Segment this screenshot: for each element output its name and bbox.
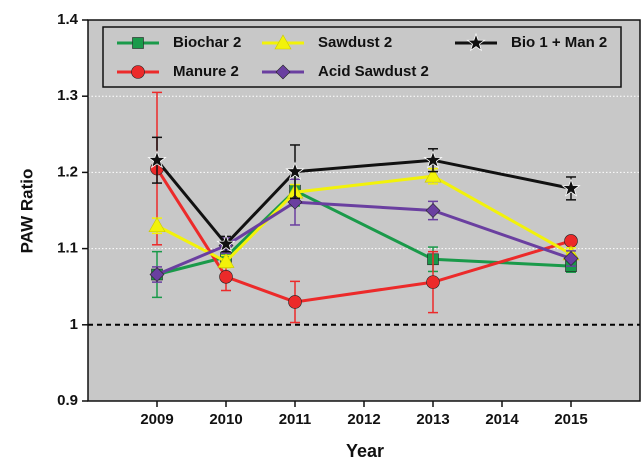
marker [426,275,440,289]
y-tick-label: 0.9 [57,392,78,409]
x-tick-label: 2010 [209,411,242,428]
marker [423,149,443,169]
x-tick-label: 2015 [554,411,587,428]
marker [132,37,144,49]
legend: Biochar 2 Manure 2 Sawdust 2 Acid Sawdust 2… [102,26,622,88]
y-tick-label: 1 [70,316,78,333]
marker [425,203,441,218]
legend-label: Acid Sawdust 2 [318,63,429,80]
x-tick-label: 2011 [279,411,312,428]
marker [275,64,291,80]
marker [561,178,581,197]
x-tick-label: 2009 [140,411,173,428]
y-tick-label: 1.3 [57,87,78,104]
series [147,136,581,253]
marker [466,32,486,52]
x-tick-label: 2012 [347,411,380,428]
legend-label: Biochar 2 [173,34,241,51]
x-axis-label: Year [346,441,384,461]
marker [219,269,233,284]
marker [285,161,305,180]
marker [216,233,236,253]
marker [149,267,165,282]
marker [274,34,292,50]
marker [563,251,579,266]
marker [217,252,235,268]
marker [148,217,166,233]
marker [288,295,302,309]
legend-label: Manure 2 [173,63,239,80]
y-tick-label: 1.4 [57,11,79,28]
x-tick-label: 2013 [416,411,449,428]
legend-label: Bio 1 + Man 2 [511,34,607,51]
legend-box [102,26,622,88]
x-tick-label: 2014 [485,411,519,428]
legend-label: Sawdust 2 [318,34,392,51]
marker [424,167,442,183]
plot-frame [87,19,641,402]
y-tick-label: 1.2 [57,163,78,180]
y-axis-label: PAW Ratio [17,169,36,254]
marker [147,149,167,169]
marker [131,65,145,79]
y-tick-label: 1.1 [57,240,78,257]
